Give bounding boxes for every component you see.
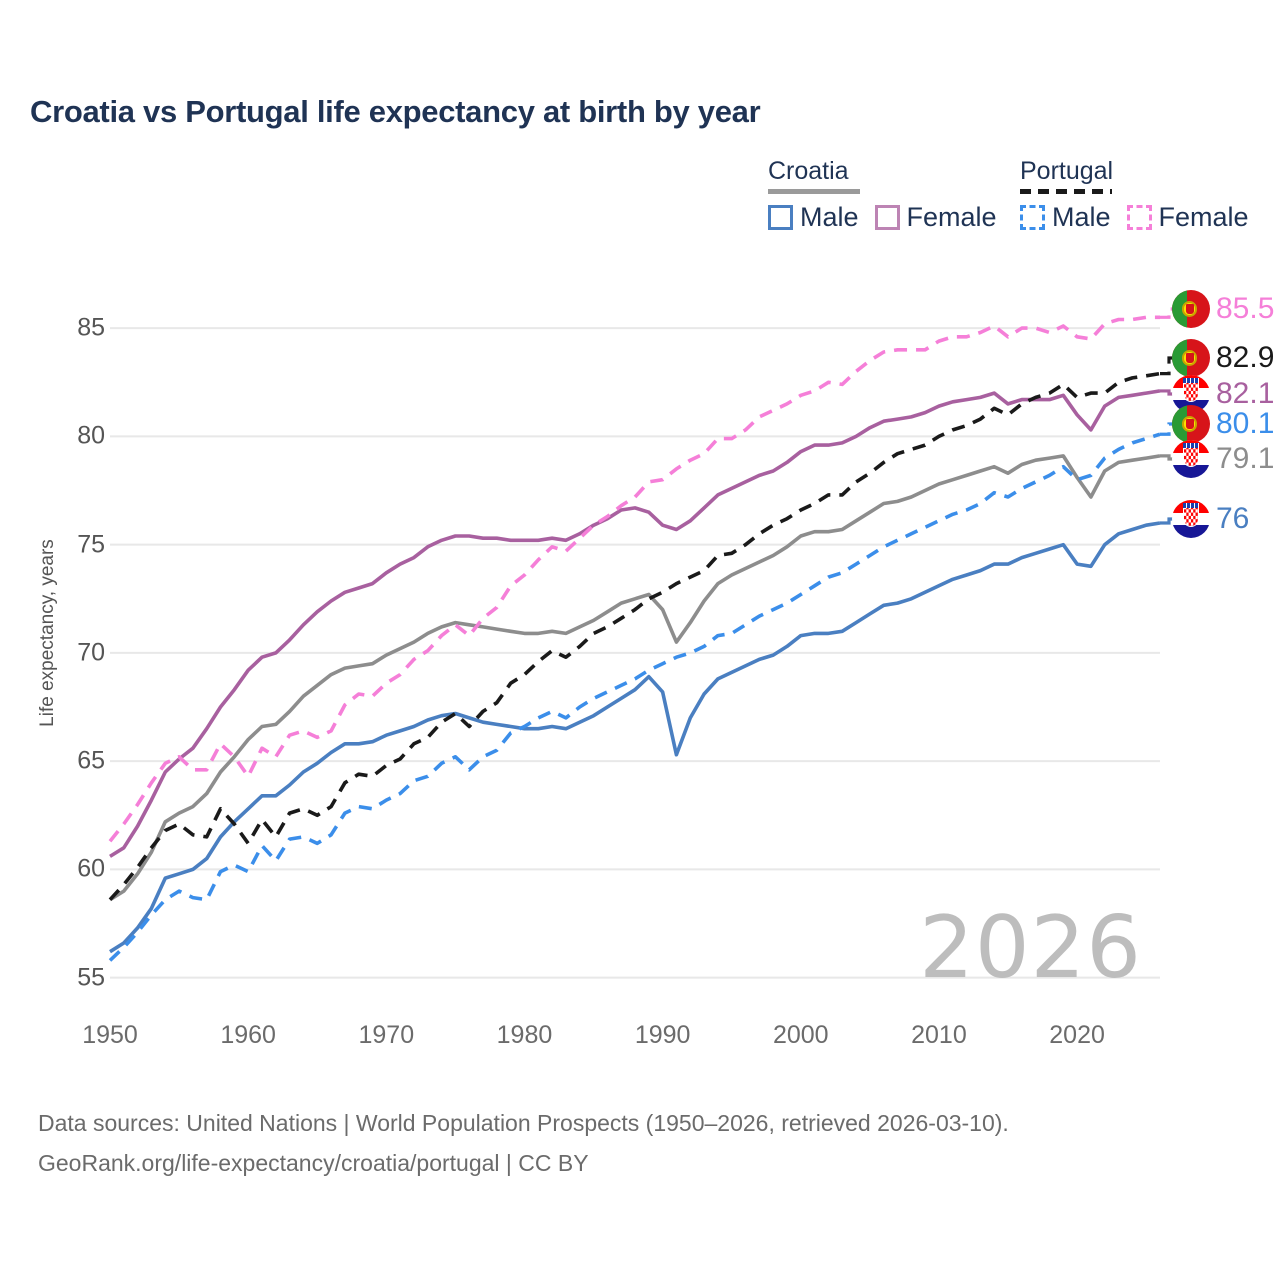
x-tick-label: 2020 [1049,1021,1105,1049]
legend-item-croatia-male[interactable]: Male [768,202,859,233]
legend-portugal-line-style [1020,189,1112,194]
x-tick-label: 1960 [220,1021,276,1049]
x-tick-label: 1950 [82,1021,138,1049]
legend-item-croatia-female[interactable]: Female [874,202,997,233]
series-line [109,389,1161,858]
legend-group-croatia-title: Croatia [768,157,849,185]
series-end-value: 76 [1216,502,1250,535]
legend-swatch-icon [874,205,900,230]
series-line [109,521,1161,954]
y-tick-label: 70 [77,638,105,667]
y-tick-label: 55 [77,963,105,992]
legend-label: Male [800,202,859,232]
series-end-label: 85.5 [1172,290,1274,328]
legend-items-croatia: Male Female [768,202,997,233]
legend-swatch-icon [768,205,793,230]
series-end-value: 85.5 [1216,292,1275,325]
croatia-flag-icon [1172,500,1210,538]
year-watermark: 2026 [919,898,1142,998]
series-end-label: 76 [1172,500,1249,538]
y-tick-label: 85 [77,313,105,342]
series-line [108,315,1160,843]
legend-label: Male [1052,202,1111,232]
portugal-flag-icon [1172,339,1210,377]
series-end-value: 82.9 [1216,341,1275,374]
y-tick-label: 65 [77,746,105,775]
footer-attribution: GeoRank.org/life-expectancy/croatia/port… [38,1150,589,1176]
x-tick-label: 1970 [358,1021,415,1049]
page-title: Croatia vs Portugal life expectancy at b… [30,94,761,129]
series-end-value: 82.1 [1216,377,1275,410]
legend-group-portugal: Portugal [1020,158,1113,194]
legend-items-portugal: Male Female [1020,202,1249,233]
portugal-flag-icon [1172,290,1210,328]
series-end-value: 79.1 [1216,442,1275,475]
legend-item-portugal-male[interactable]: Male [1020,202,1111,233]
x-tick-label: 1980 [496,1021,553,1049]
croatia-flag-icon [1172,440,1210,478]
chart-legend: Croatia Portugal Male Female Male [758,158,1258,242]
legend-group-croatia: Croatia [768,158,860,194]
footer-data-sources: Data sources: United Nations | World Pop… [38,1110,1009,1136]
series-line [109,454,1161,902]
x-tick-label: 2010 [911,1021,967,1049]
legend-group-portugal-title: Portugal [1020,157,1114,185]
legend-swatch-icon [1126,205,1152,230]
portugal-flag-icon [1172,405,1210,443]
series-end-label: 79.1 [1172,440,1274,478]
legend-label: Female [906,202,997,232]
series-end-label: 82.9 [1172,339,1274,377]
x-tick-label: 1990 [634,1021,691,1049]
legend-label: Female [1158,202,1249,232]
legend-croatia-line-style [768,189,860,194]
series-end-label: 80.1 [1172,405,1274,443]
series-line [108,432,1161,962]
y-tick-label: 75 [77,530,105,559]
y-tick-label: 80 [77,421,105,450]
legend-swatch-icon [1020,205,1045,230]
series-line [108,371,1161,901]
series-end-value: 80.1 [1216,407,1275,440]
x-tick-label: 2000 [772,1021,829,1049]
legend-item-portugal-female[interactable]: Female [1126,202,1249,233]
y-tick-label: 60 [77,854,105,883]
